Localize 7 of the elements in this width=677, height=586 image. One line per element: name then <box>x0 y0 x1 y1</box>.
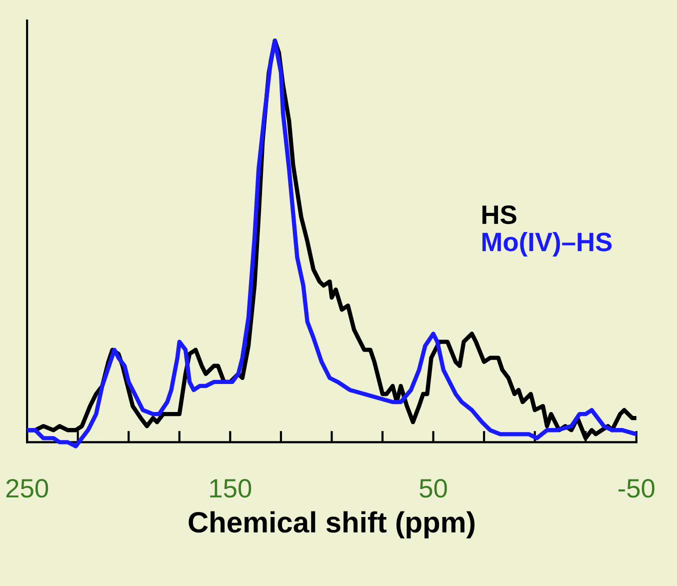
x-axis-title: Chemical shift (ppm) <box>188 511 475 538</box>
x-tick-label: -50 <box>618 478 654 498</box>
x-tick-label: 50 <box>420 478 447 498</box>
text: Mo(IV)–HS <box>482 232 612 257</box>
x-tick-label: 250 <box>6 478 48 498</box>
x-tick-label: 150 <box>210 478 252 498</box>
text: HS <box>482 205 516 224</box>
